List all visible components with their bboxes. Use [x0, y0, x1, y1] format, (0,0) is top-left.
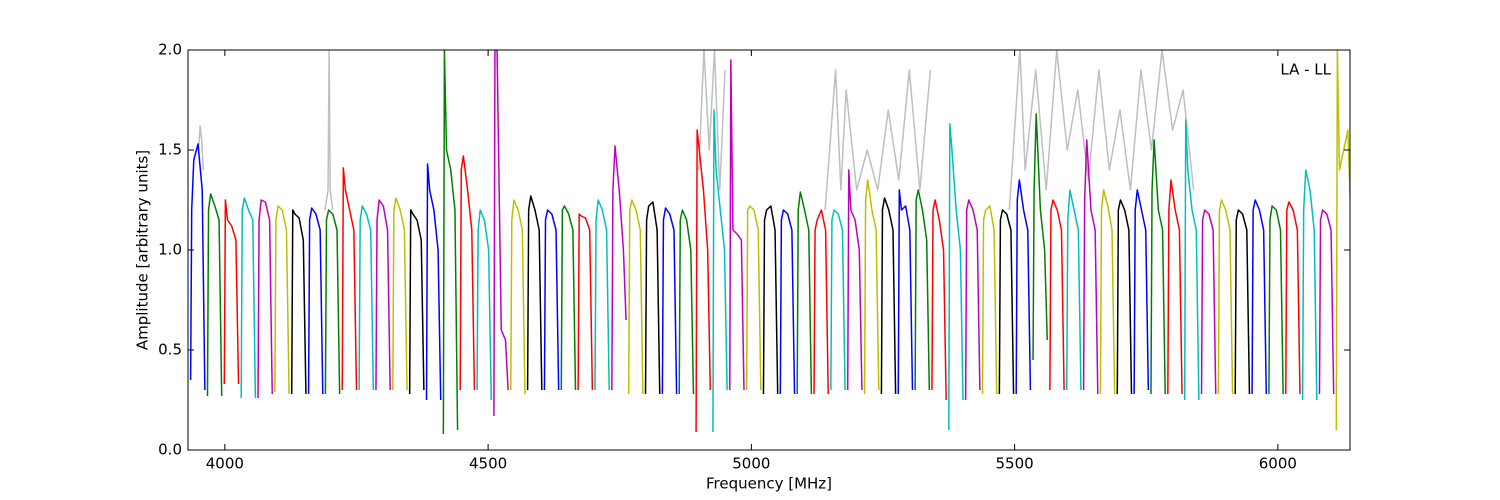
spectrum-line: [1049, 199, 1065, 391]
spectrum-line: [197, 50, 1195, 211]
spectrum-line: [678, 209, 695, 395]
spectrum-line: [779, 209, 796, 395]
spectrum-line: [914, 189, 931, 391]
spectrum-line: [1065, 189, 1082, 391]
spectrum-line: [257, 199, 273, 399]
spectrum-line: [644, 201, 661, 395]
spectrum-line: [543, 209, 560, 391]
y-tick-label: 2.0: [158, 41, 182, 59]
spectrum-line: [931, 199, 947, 401]
spectrum-line: [408, 209, 425, 395]
spectrum-line: [425, 163, 442, 401]
spectrum-line: [695, 129, 712, 433]
spectrum-line: [274, 205, 290, 395]
spectrum-line: [1099, 189, 1116, 395]
spectrum-line: [863, 179, 880, 395]
y-tick-label: 0.5: [158, 341, 182, 359]
spectrum-line: [189, 143, 206, 391]
spectrum-line: [206, 193, 223, 397]
spectrum-line: [948, 123, 964, 431]
spectrum-line: [1318, 209, 1335, 395]
spectrum-line: [745, 205, 762, 391]
x-tick-label: 4500: [469, 455, 507, 473]
spectrum-line: [1335, 50, 1350, 431]
spectrum-line: [611, 145, 627, 391]
spectrum-line: [493, 50, 509, 417]
spectrum-line: [1285, 201, 1301, 395]
spectrum-line: [762, 205, 779, 395]
plot-frame: [187, 49, 1351, 451]
spectrum-line: [324, 209, 341, 395]
spectrum-line: [510, 199, 526, 395]
x-tick-label: 4000: [206, 455, 244, 473]
spectrum-line: [661, 207, 678, 395]
spectrum-line: [830, 209, 846, 391]
spectrum-line: [1133, 189, 1150, 395]
y-tick-label: 0.0: [158, 441, 182, 459]
spectrum-line: [1167, 179, 1183, 395]
spectrum-line: [796, 191, 813, 395]
spectrum-line: [358, 205, 375, 391]
spectrum-line: [627, 199, 644, 395]
y-tick-label: 1.5: [158, 141, 182, 159]
spectrum-line: [1150, 139, 1166, 395]
x-tick-label: 5500: [996, 455, 1034, 473]
spectrum-line: [1116, 199, 1133, 395]
spectrum-line: [341, 167, 358, 391]
spectrum-line: [712, 109, 728, 433]
spectrum-line: [442, 50, 459, 435]
spectrum-line: [476, 209, 493, 401]
spectrum-line: [459, 155, 476, 391]
spectrum-line: [240, 197, 257, 399]
spectrum-line: [1183, 119, 1200, 401]
spectrum-line: [1301, 169, 1318, 401]
spectrum-line: [964, 199, 981, 401]
spectrum-line: [1082, 139, 1099, 395]
spectrum-line: [1200, 209, 1217, 395]
annotation: LA - LL: [1280, 61, 1331, 79]
spectrum-line: [846, 169, 863, 391]
spectrum-line: [577, 213, 594, 391]
spectrum-line: [290, 209, 307, 395]
x-tick-label: 6000: [1259, 455, 1297, 473]
spectrum-line: [307, 207, 324, 395]
x-axis-label: Frequency [MHz]: [706, 475, 832, 493]
spectrum-line: [560, 205, 577, 391]
spectrum-line: [880, 197, 897, 395]
spectrum-line: [1217, 199, 1234, 395]
spectrum-line: [223, 199, 240, 385]
spectrum-line: [1015, 179, 1032, 395]
spectrum-line: [998, 209, 1015, 395]
spectrum-line: [392, 197, 408, 391]
spectrum-line: [981, 205, 998, 395]
spectrum-line: [594, 199, 610, 391]
spectrum-line: [729, 59, 745, 391]
spectrum-line: [1032, 113, 1049, 361]
y-axis-label: Amplitude [arbitrary units]: [134, 150, 152, 350]
x-tick-label: 5000: [732, 455, 770, 473]
spectrum-line: [375, 199, 391, 391]
spectrum-line: [1251, 199, 1268, 395]
y-tick-label: 1.0: [158, 241, 182, 259]
spectrum-line: [897, 189, 914, 395]
spectrum-line: [526, 195, 543, 391]
spectrum-line: [1234, 209, 1251, 395]
spectrum-line: [1268, 205, 1284, 395]
spectrum-line: [813, 209, 829, 395]
plot-lines: [189, 50, 1350, 435]
